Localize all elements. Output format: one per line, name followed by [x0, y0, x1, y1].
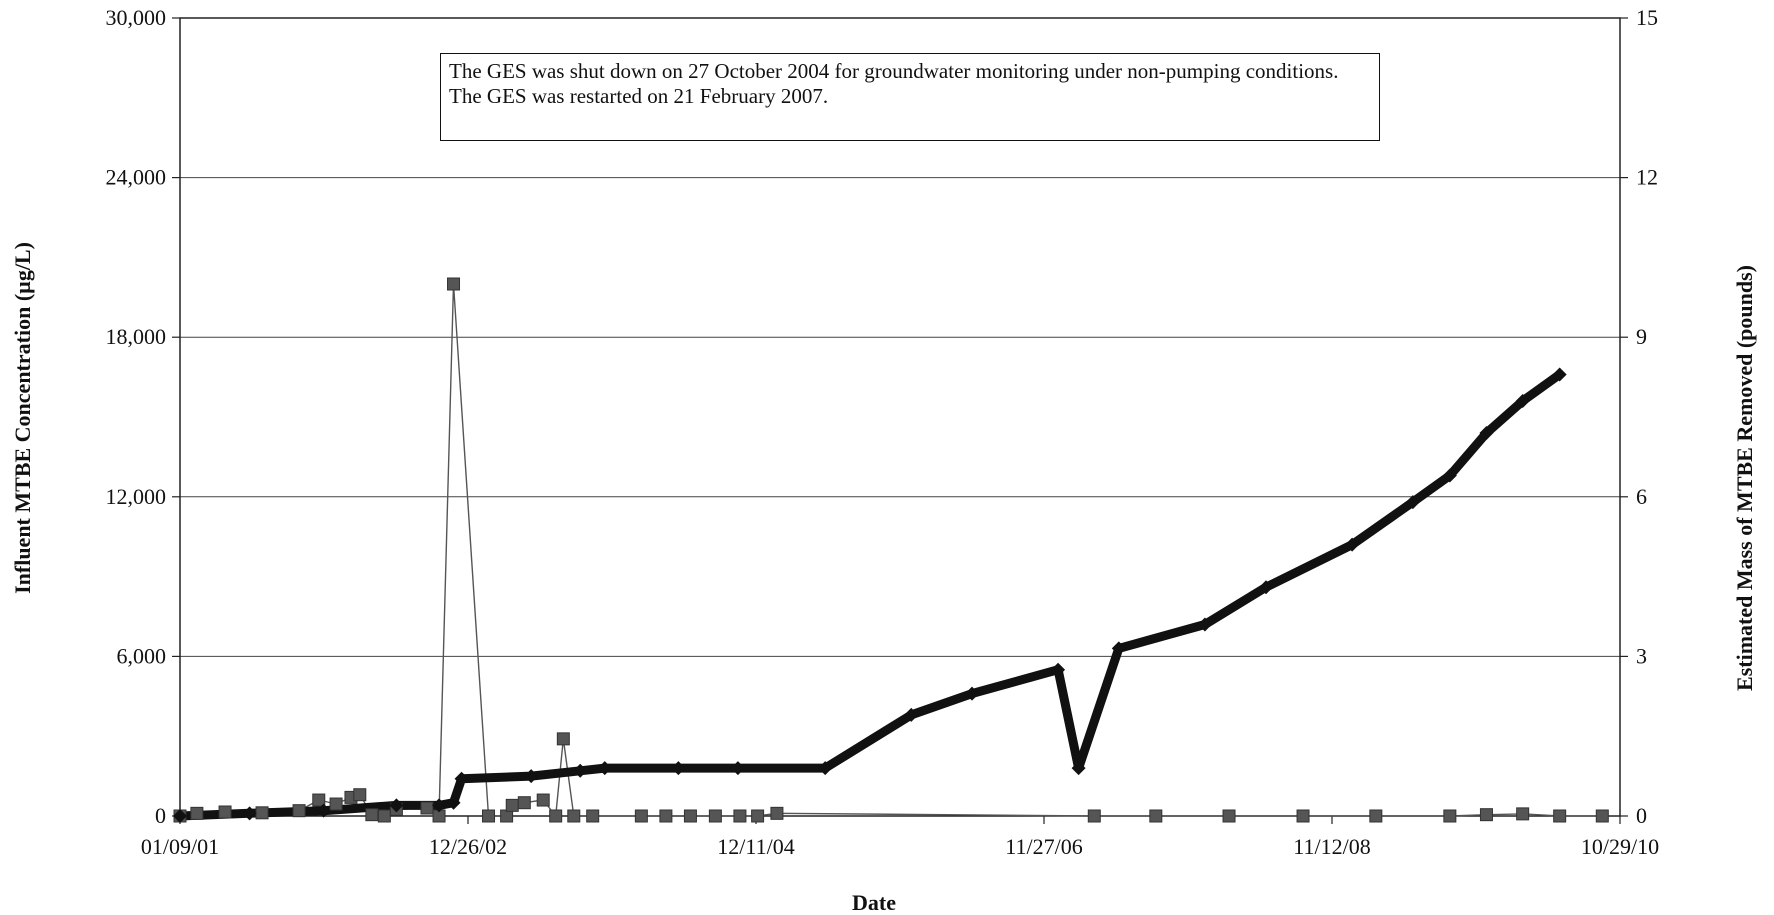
series-1-point	[751, 809, 765, 823]
y-left-tick-label: 18,000	[106, 324, 167, 349]
y-right-tick-label: 9	[1636, 324, 1647, 349]
plot-area-frame	[179, 17, 1621, 817]
series-1-point	[708, 809, 722, 823]
series-1-point	[353, 788, 367, 802]
series-2-point	[173, 809, 187, 823]
series-1-point	[1296, 809, 1310, 823]
series-1-point	[586, 809, 600, 823]
series-1-point	[447, 277, 461, 291]
series-2-line	[175, 369, 1565, 821]
x-tick-label: 11/27/06	[1005, 834, 1082, 859]
annotation-text: The GES was shut down on 27 October 2004…	[449, 59, 1339, 108]
series-2-point	[389, 798, 404, 813]
x-tick-label: 10/29/10	[1581, 834, 1659, 859]
series-2-point	[597, 761, 612, 776]
series-1-point	[420, 801, 434, 815]
y-right-tick-label: 3	[1636, 643, 1647, 668]
x-tick-label: 11/12/08	[1293, 834, 1370, 859]
y-right-tick-label: 15	[1636, 5, 1658, 30]
series-2-point	[316, 803, 331, 818]
series-2-point	[1345, 537, 1360, 552]
series-1-line	[179, 283, 1604, 817]
series-1-point	[292, 804, 306, 818]
series-1-point	[1553, 809, 1567, 823]
series-1-point	[482, 809, 496, 823]
series-1-point	[1443, 809, 1457, 823]
series-1-point	[659, 809, 673, 823]
series-1-point	[255, 806, 269, 820]
series-2-point	[524, 769, 539, 784]
y-axis-left-title: Influent MTBE Concentration (µg/L)	[10, 242, 35, 594]
series-2-point	[1479, 425, 1494, 440]
x-tick-label: 12/26/02	[429, 834, 507, 859]
data-markers	[173, 277, 1609, 823]
series-2-point	[1111, 641, 1126, 656]
series-1-point	[1222, 809, 1236, 823]
series-1-point	[556, 732, 570, 746]
series-1-point	[1149, 809, 1163, 823]
series-1-point	[1479, 808, 1493, 822]
series-2-point	[671, 761, 686, 776]
series-1-point	[683, 809, 697, 823]
series-1-point	[190, 806, 204, 820]
series-2-point	[242, 806, 257, 821]
series-2-point	[1515, 394, 1530, 409]
series-1-point	[377, 809, 391, 823]
series-1-point	[549, 809, 563, 823]
series-2-point	[1442, 468, 1457, 483]
series-1-point	[517, 796, 531, 810]
series-1-point	[770, 806, 784, 820]
series-2-point	[446, 795, 461, 810]
series-2-point	[904, 707, 919, 722]
series-1-point	[1516, 807, 1530, 821]
series-2-point	[432, 798, 447, 813]
series-2-point	[965, 686, 979, 701]
series-1-point	[1595, 809, 1609, 823]
series-1-point	[567, 809, 581, 823]
series-2-point	[1405, 495, 1420, 510]
x-tick-label: 01/09/01	[141, 834, 219, 859]
y-right-tick-label: 6	[1636, 484, 1647, 509]
gridlines	[172, 17, 1628, 824]
annotation-box: The GES was shut down on 27 October 2004…	[440, 53, 1380, 141]
y-left-tick-label: 6,000	[117, 643, 167, 668]
series-2-point	[1197, 617, 1212, 632]
series-2-point	[1071, 761, 1086, 776]
x-tick-label: 12/11/04	[717, 834, 794, 859]
series-1-point	[733, 809, 747, 823]
series-2-point	[573, 763, 588, 778]
y-left-tick-label: 12,000	[106, 484, 167, 509]
y-right-tick-label: 0	[1636, 803, 1647, 828]
series-1-point	[1087, 809, 1101, 823]
series-1-point	[329, 797, 343, 811]
series-1-point	[634, 809, 648, 823]
series-1-point	[218, 805, 232, 819]
series-2-point	[1051, 662, 1066, 677]
tick-labels: 0 6,000 12,000 18,000 24,000 30,000 0 3 6 9 12 15 01…	[106, 5, 1660, 859]
series-2-point	[454, 771, 469, 786]
series-1-point	[536, 793, 550, 807]
y-left-tick-label: 0	[155, 803, 166, 828]
series-1-point	[505, 798, 519, 812]
series-1-point	[365, 808, 379, 822]
y-right-tick-label: 12	[1636, 165, 1658, 190]
series-lines	[175, 283, 1604, 821]
y-axis-right-title: Estimated Mass of MTBE Removed (pounds)	[1732, 265, 1757, 691]
series-1-point	[312, 793, 326, 807]
series-2-point	[1259, 580, 1274, 595]
x-axis-title: Date	[852, 890, 896, 915]
y-left-tick-label: 30,000	[106, 5, 167, 30]
y-left-tick-label: 24,000	[106, 165, 167, 190]
series-1-point	[1369, 809, 1383, 823]
series-2-point	[818, 761, 833, 776]
series-2-point	[730, 761, 745, 776]
series-2-point	[1552, 367, 1567, 382]
